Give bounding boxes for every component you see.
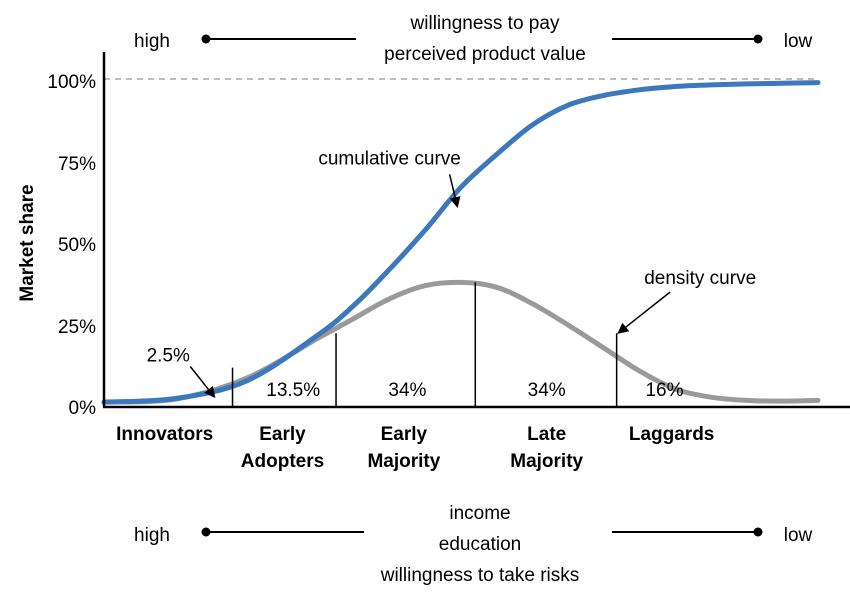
category-early-majority: Early Majority [367,424,440,472]
bottom-scale-right-dot [753,527,763,537]
y-tick-labels: 0% 25% 50% 75% 100% [47,72,96,419]
y-tick-label: 0% [69,398,97,419]
y-tick-label: 75% [58,154,96,175]
category-laggards: Laggards [629,424,715,445]
segment-percent-innovators: 2.5% [147,346,190,367]
top-scale-right-dot [753,34,763,44]
category-early-adopters: Early Adopters [241,424,324,472]
bottom-scale-caption-line-1: income [449,503,510,524]
top-scale-low-label: low [784,31,813,52]
segment-percent-early-adopters: 13.5% [266,380,320,401]
top-scale-caption-line-1: willingness to pay [410,13,560,34]
segment-percent-late-majority: 34% [528,380,566,401]
category-innovators: Innovators [116,424,213,445]
annotations: cumulative curve density curve [189,148,756,399]
y-axis-title: Market share [17,184,38,301]
bottom-scale: high income education willingness to tak… [134,503,812,586]
bottom-scale-high-label: high [134,525,170,546]
top-scale-caption-line-2: perceived product value [384,44,586,65]
annotation-arrow [448,174,461,208]
y-tick-label: 50% [58,235,96,256]
category-labels: Innovators Early Adopters Early Majority L… [116,424,714,472]
annotation-arrow [617,291,671,334]
density-curve-line [101,279,821,405]
segment-percent-laggards: 16% [645,380,683,401]
annotation-arrow [189,366,216,399]
cumulative-curve-annotation: cumulative curve [318,148,461,169]
segment-percent-early-majority: 34% [388,380,426,401]
bottom-scale-caption-line-2: education [439,534,521,555]
category-late-majority: Late Majority [510,424,583,472]
bottom-scale-low-label: low [784,525,813,546]
segment-dividers [231,282,618,407]
top-scale: high willingness to pay perceived produc… [134,13,812,65]
cumulative-curve-line [101,80,821,405]
top-scale-high-label: high [134,31,170,52]
density-curve-annotation: density curve [644,268,756,289]
y-tick-label: 100% [47,72,96,93]
bottom-scale-caption-line-3: willingness to take risks [380,565,580,586]
segment-percent-labels: 2.5% 13.5% 34% 34% 16% [147,346,684,401]
y-tick-label: 25% [58,317,96,338]
